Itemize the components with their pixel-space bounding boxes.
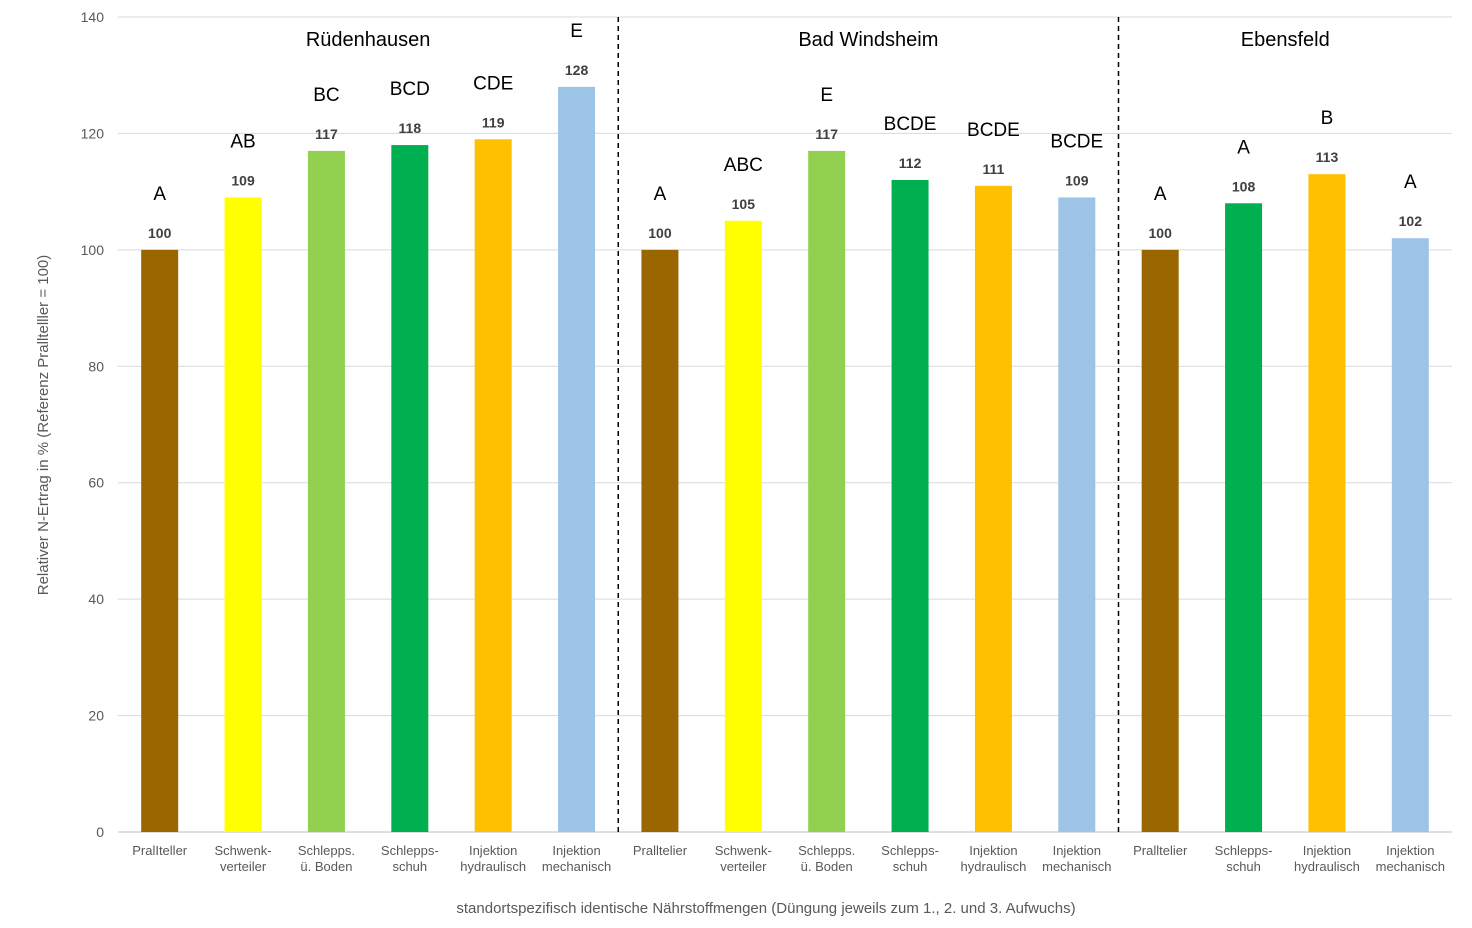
group-separators bbox=[617, 17, 1120, 832]
bar-value-label: 105 bbox=[732, 196, 756, 212]
category-label: verteiler bbox=[220, 859, 267, 874]
y-axis-label: Relativer N-Ertrag in % (Referenz Prallt… bbox=[35, 255, 52, 596]
significance-letter: BCDE bbox=[884, 114, 937, 135]
category-label: Injektion bbox=[552, 843, 600, 858]
category-label: verteiler bbox=[720, 859, 767, 874]
group-title: Rüdenhausen bbox=[306, 29, 431, 51]
significance-letter: B bbox=[1321, 108, 1334, 129]
bar-value-label: 109 bbox=[231, 172, 255, 188]
category-label: schuh bbox=[893, 859, 928, 874]
category-label: Injektion bbox=[1303, 843, 1351, 858]
category-label: schuh bbox=[1226, 859, 1261, 874]
category-label: Injektion bbox=[469, 843, 517, 858]
significance-letter: ABC bbox=[724, 155, 763, 176]
bar-value-label: 118 bbox=[399, 120, 422, 136]
group-title: Ebensfeld bbox=[1241, 29, 1330, 51]
bar-value-label: 100 bbox=[1149, 225, 1173, 241]
significance-letter: BCDE bbox=[1050, 131, 1103, 152]
bar bbox=[141, 249, 179, 832]
y-tick-label: 100 bbox=[81, 242, 105, 258]
category-label: ü. Boden bbox=[801, 859, 853, 874]
significance-letter: A bbox=[654, 184, 667, 205]
bar-value-label: 100 bbox=[148, 225, 172, 241]
bar-value-label: 108 bbox=[1232, 178, 1256, 194]
bars bbox=[141, 86, 1429, 833]
significance-letter: E bbox=[820, 85, 833, 106]
significance-letter: A bbox=[1154, 184, 1167, 205]
category-label: mechanisch bbox=[1376, 859, 1445, 874]
category-label: PralIteller bbox=[132, 843, 188, 858]
y-tick-label: 140 bbox=[81, 9, 105, 25]
bar bbox=[724, 220, 762, 832]
bar-value-label: 119 bbox=[482, 114, 505, 130]
group-title: Bad Windsheim bbox=[798, 29, 938, 51]
category-label: Schlepps. bbox=[298, 843, 355, 858]
category-label: hydraulisch bbox=[1294, 859, 1360, 874]
bar-value-label: 128 bbox=[565, 62, 589, 78]
category-label: Pralltelier bbox=[633, 843, 688, 858]
category-label: hydraulisch bbox=[961, 859, 1027, 874]
bar bbox=[1308, 174, 1346, 832]
bar bbox=[1225, 203, 1263, 833]
bar-value-label: 113 bbox=[1316, 149, 1339, 165]
category-label: hydraulisch bbox=[460, 859, 526, 874]
category-label: Schlepps- bbox=[381, 843, 439, 858]
category-label: Schlepps. bbox=[798, 843, 855, 858]
y-tick-label: 20 bbox=[88, 708, 104, 724]
x-axis-label: standortspezifisch identische Nährstoffm… bbox=[456, 900, 1075, 917]
bar-value-label: 100 bbox=[648, 225, 672, 241]
significance-letter: A bbox=[1237, 137, 1250, 158]
significance-letter: A bbox=[153, 184, 166, 205]
significance-letter: CDE bbox=[473, 73, 513, 94]
category-label: Schwenk- bbox=[715, 843, 772, 858]
bar bbox=[391, 145, 429, 833]
bar-value-label: 117 bbox=[815, 126, 838, 142]
y-tick-label: 60 bbox=[88, 475, 104, 491]
category-label: mechanisch bbox=[1042, 859, 1111, 874]
category-label: Injektion bbox=[1386, 843, 1434, 858]
bar bbox=[474, 139, 512, 832]
bar-value-label: 102 bbox=[1399, 213, 1423, 229]
bar-value-label: 111 bbox=[983, 161, 1005, 177]
bar-value-label: 109 bbox=[1065, 172, 1089, 188]
significance-letter: E bbox=[570, 21, 583, 42]
bar bbox=[808, 150, 846, 833]
category-label: Schlepps- bbox=[881, 843, 939, 858]
significance-letter: BC bbox=[313, 85, 339, 106]
significance-letter: BCD bbox=[390, 79, 430, 100]
bar bbox=[224, 197, 262, 832]
category-label: schuh bbox=[392, 859, 427, 874]
y-tick-label: 120 bbox=[81, 125, 105, 141]
significance-letter: A bbox=[1404, 172, 1417, 193]
x-axis-categories: PralIteller Schwenk-verteilerSchlepps.ü. … bbox=[132, 843, 1445, 874]
significance-letter: AB bbox=[230, 131, 255, 152]
bar bbox=[1391, 238, 1429, 832]
category-label: Pralltelier bbox=[1133, 843, 1188, 858]
bar-value-label: 112 bbox=[899, 155, 922, 171]
y-tick-label: 80 bbox=[88, 358, 104, 374]
significance-letter: BCDE bbox=[967, 120, 1020, 141]
category-label: Injektion bbox=[969, 843, 1017, 858]
group-titles: Rüdenhausen Bad Windsheim Ebensfeld bbox=[306, 29, 1330, 51]
bar bbox=[1141, 249, 1179, 832]
category-label: Schwenk- bbox=[215, 843, 272, 858]
bar bbox=[974, 185, 1012, 833]
bar bbox=[1058, 197, 1096, 832]
bar bbox=[891, 180, 929, 832]
bar bbox=[307, 150, 345, 833]
bar bbox=[641, 249, 679, 832]
category-label: mechanisch bbox=[542, 859, 611, 874]
bar bbox=[558, 86, 596, 833]
y-tick-label: 40 bbox=[88, 591, 104, 607]
bar-value-label: 117 bbox=[315, 126, 338, 142]
category-label: Injektion bbox=[1053, 843, 1101, 858]
y-tick-label: 0 bbox=[96, 824, 104, 840]
y-axis-ticks: 0 20 40 60 80 100 120 140 bbox=[81, 9, 105, 840]
category-label: Schlepps- bbox=[1215, 843, 1273, 858]
category-label: ü. Boden bbox=[300, 859, 352, 874]
